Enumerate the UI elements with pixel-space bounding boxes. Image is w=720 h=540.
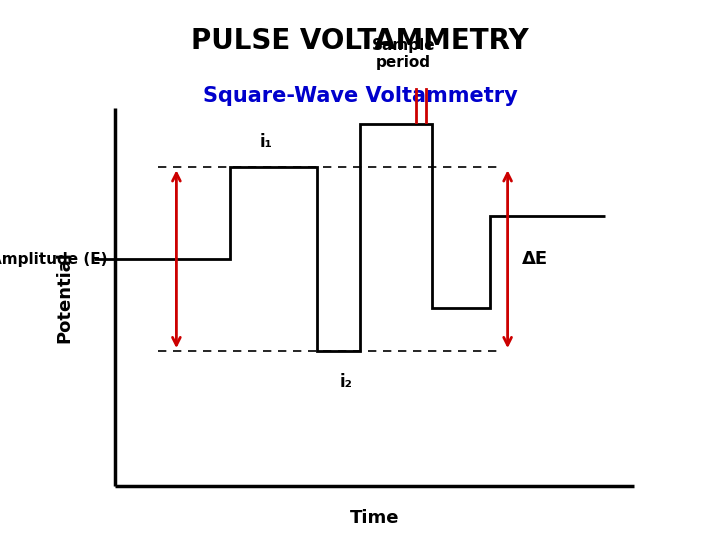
Text: Square-Wave Voltammetry: Square-Wave Voltammetry	[202, 86, 518, 106]
Text: Amplitude (E): Amplitude (E)	[0, 252, 108, 267]
Text: Potential: Potential	[56, 251, 73, 343]
Text: i₁: i₁	[260, 133, 273, 151]
Text: Sample
period: Sample period	[372, 38, 435, 70]
Text: i₂: i₂	[339, 373, 352, 390]
Text: PULSE VOLTAMMETRY: PULSE VOLTAMMETRY	[191, 27, 529, 55]
Text: Time: Time	[350, 509, 399, 528]
Text: ΔE: ΔE	[522, 250, 548, 268]
